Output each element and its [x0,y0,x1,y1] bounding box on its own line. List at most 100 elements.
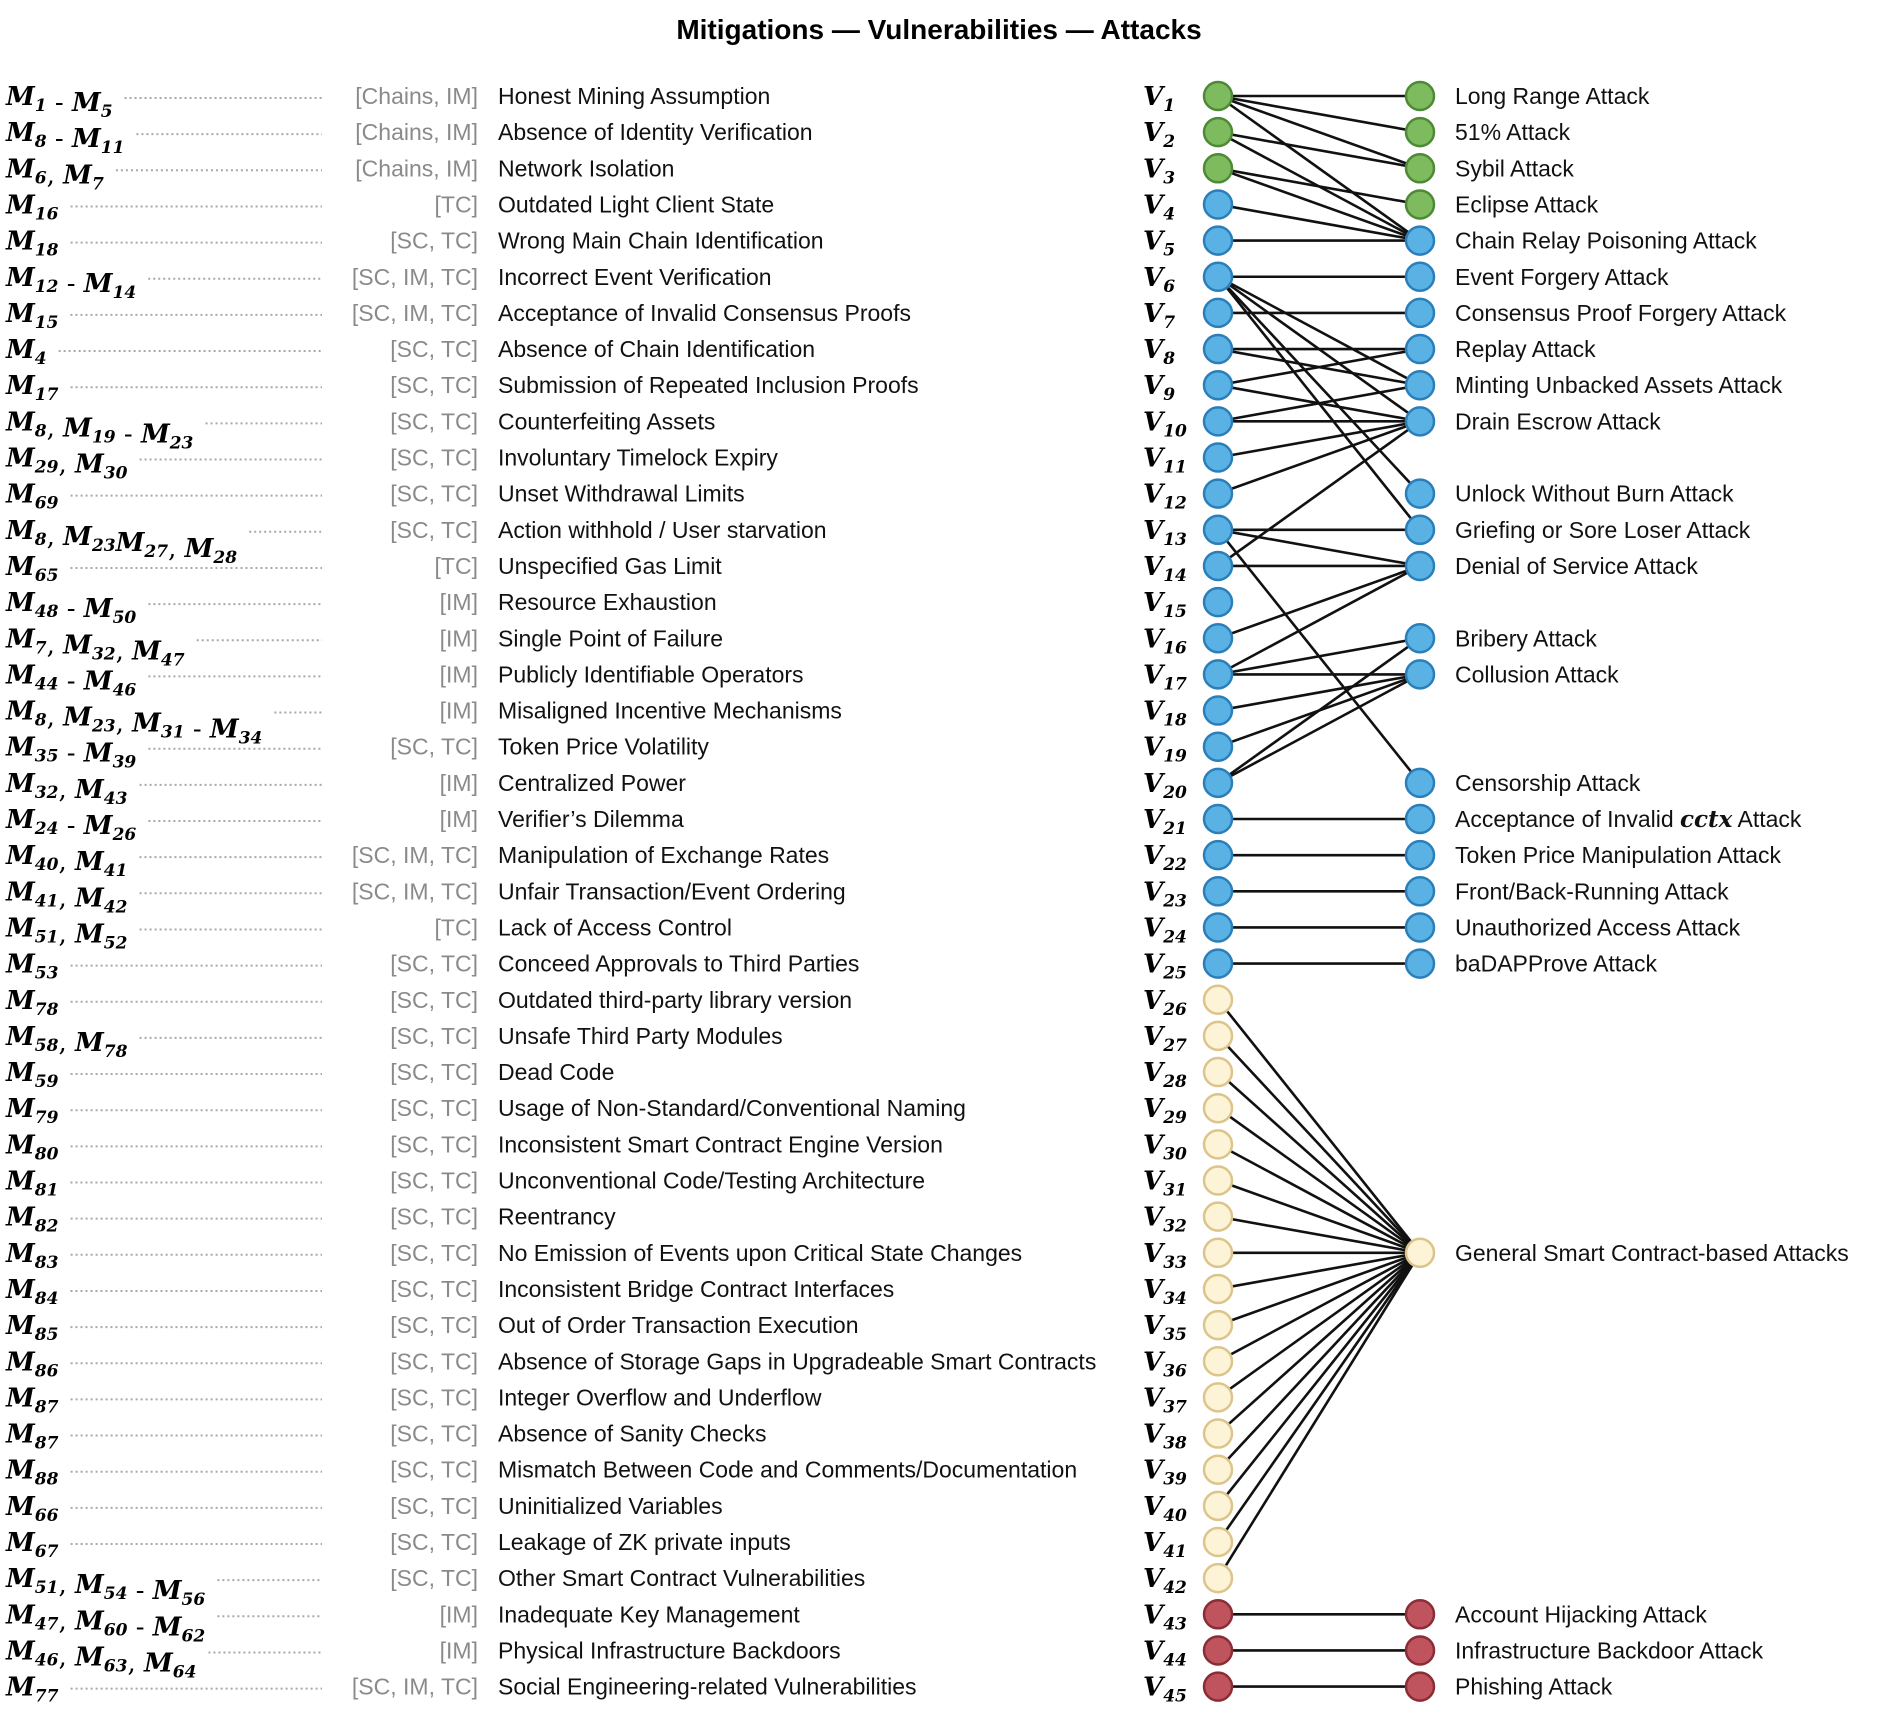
edge-v28-a32 [1217,1071,1421,1254]
vulnerability-node-44[interactable] [1202,1635,1234,1666]
vulnerability-label: V19 [1143,733,1187,767]
vulnerability-node-9[interactable] [1202,369,1234,401]
vulnerability-node-32[interactable] [1202,1201,1234,1232]
vulnerability-name: Acceptance of Invalid Consensus Proofs [498,300,911,326]
vulnerability-node-42[interactable] [1202,1562,1234,1594]
vulnerability-name: Absence of Identity Verification [498,119,813,145]
attack-node[interactable] [1404,261,1436,292]
category-tag: [IM] [440,698,478,724]
vulnerability-node-10[interactable] [1202,406,1234,437]
category-tag: [SC, TC] [390,951,478,977]
vulnerability-name: Unfair Transaction/Event Ordering [498,878,846,904]
vulnerability-node-37[interactable] [1202,1382,1234,1413]
attack-node[interactable] [1404,153,1436,184]
mitigation-label: M46, M63, M64 [5,1636,196,1682]
vulnerability-node-41[interactable] [1202,1526,1234,1558]
vulnerability-node-3[interactable] [1202,153,1234,184]
attack-node[interactable] [1404,478,1436,509]
vulnerability-node-26[interactable] [1202,984,1234,1015]
edge-v41-a32 [1216,1252,1422,1543]
attack-name: Chain Relay Poisoning Attack [1455,228,1757,254]
vulnerability-node-29[interactable] [1202,1092,1234,1124]
vulnerability-node-11[interactable] [1202,442,1234,473]
vulnerability-node-25[interactable] [1202,948,1234,979]
vulnerability-node-34[interactable] [1202,1273,1234,1305]
vulnerability-node-2[interactable] [1202,116,1234,148]
vulnerability-node-40[interactable] [1202,1490,1234,1522]
vulnerability-node-5[interactable] [1202,225,1234,256]
vulnerability-node-8[interactable] [1202,333,1234,365]
attack-node[interactable] [1404,550,1436,582]
vulnerability-name: Social Engineering-related Vulnerabiliti… [498,1674,917,1700]
edge-v20-a15 [1217,637,1421,784]
attack-name: Unlock Without Burn Attack [1455,481,1734,507]
vulnerability-node-28[interactable] [1202,1056,1234,1088]
vulnerability-name: Lack of Access Control [498,914,732,940]
attack-node[interactable] [1404,839,1436,871]
vulnerability-node-4[interactable] [1202,189,1234,220]
vulnerability-node-39[interactable] [1202,1454,1234,1485]
vulnerability-name: Unset Withdrawal Limits [498,481,745,507]
vulnerability-node-30[interactable] [1202,1129,1234,1160]
mitigation-label: M8, M23, M31 - M34 [5,697,262,749]
vulnerability-node-14[interactable] [1202,550,1234,582]
attack-node[interactable] [1404,80,1436,112]
attack-node[interactable] [1404,297,1436,329]
vulnerability-node-16[interactable] [1202,623,1234,654]
attack-node[interactable] [1404,369,1436,401]
vulnerability-label: V28 [1143,1058,1187,1092]
attack-node[interactable] [1404,189,1436,220]
attack-node[interactable] [1404,1635,1436,1666]
vulnerability-label: V18 [1143,697,1187,731]
attack-node[interactable] [1404,623,1436,654]
vulnerability-node-20[interactable] [1202,767,1234,799]
attack-node[interactable] [1404,1599,1436,1630]
attack-node[interactable] [1404,803,1436,835]
edge-v20-a16 [1217,673,1421,784]
attack-node[interactable] [1404,225,1436,256]
vulnerability-node-22[interactable] [1202,839,1234,871]
vulnerability-name: Submission of Repeated Inclusion Proofs [498,372,919,398]
vulnerability-node-13[interactable] [1202,514,1234,546]
attack-node[interactable] [1404,1237,1436,1269]
vulnerability-node-43[interactable] [1202,1599,1234,1630]
vulnerability-node-24[interactable] [1202,912,1234,943]
vulnerability-node-19[interactable] [1202,731,1234,762]
mitigation-label: M86 [5,1347,59,1381]
vulnerability-node-7[interactable] [1202,297,1234,329]
edge-v10-a8 [1217,383,1421,423]
attack-node[interactable] [1404,1671,1436,1702]
vulnerability-node-6[interactable] [1202,261,1234,292]
vulnerability-node-21[interactable] [1202,803,1234,835]
attack-node[interactable] [1404,876,1436,907]
vulnerability-node-33[interactable] [1202,1237,1234,1269]
vulnerability-node-31[interactable] [1202,1165,1234,1196]
attack-node[interactable] [1404,948,1436,979]
vulnerability-node-23[interactable] [1202,876,1234,907]
attack-node[interactable] [1404,912,1436,943]
attack-name: Bribery Attack [1455,625,1597,651]
vulnerability-name: Unconventional Code/Testing Architecture [498,1168,925,1194]
category-tag: [SC, TC] [390,1312,478,1338]
attack-node[interactable] [1404,406,1436,437]
vulnerability-node-1[interactable] [1202,80,1234,112]
attack-node[interactable] [1404,514,1436,546]
vulnerability-node-17[interactable] [1202,659,1234,690]
vulnerability-node-45[interactable] [1202,1671,1234,1702]
vulnerability-name: Manipulation of Exchange Rates [498,842,829,868]
vulnerability-label: V34 [1143,1275,1187,1309]
attack-node[interactable] [1404,116,1436,148]
attack-name: Consensus Proof Forgery Attack [1455,300,1787,326]
vulnerability-name: Absence of Chain Identification [498,336,815,362]
vulnerability-node-12[interactable] [1202,478,1234,509]
vulnerability-node-18[interactable] [1202,695,1234,726]
vulnerability-node-36[interactable] [1202,1346,1234,1377]
vulnerability-node-27[interactable] [1202,1020,1234,1052]
vulnerability-node-38[interactable] [1202,1418,1234,1449]
vulnerability-node-35[interactable] [1202,1309,1234,1341]
vulnerability-name: Inconsistent Bridge Contract Interfaces [498,1276,894,1302]
attack-node[interactable] [1404,333,1436,365]
vulnerability-node-15[interactable] [1202,586,1234,618]
attack-node[interactable] [1404,659,1436,690]
attack-node[interactable] [1404,767,1436,799]
